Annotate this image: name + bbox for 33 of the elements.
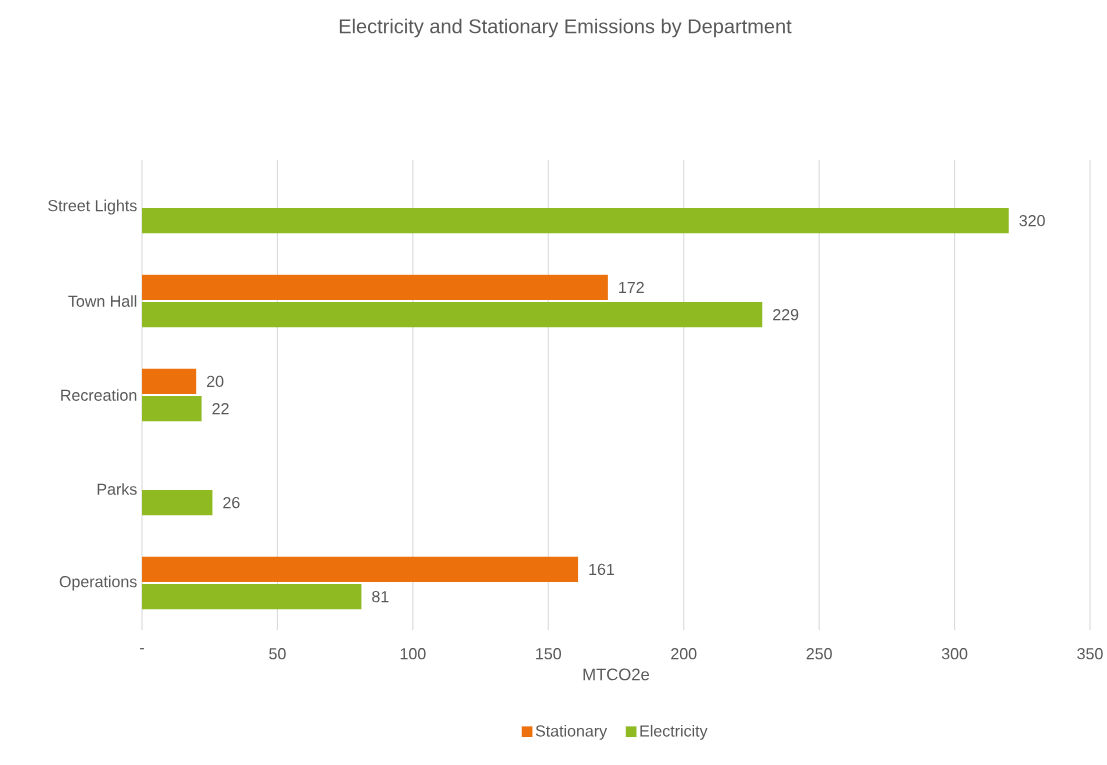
x-tick-label: 300 bbox=[941, 648, 968, 660]
bar bbox=[142, 583, 362, 610]
data-label: 320 bbox=[1019, 214, 1045, 227]
bar bbox=[142, 274, 608, 301]
legend-label: Electricity bbox=[640, 724, 708, 740]
legend-label: Stationary bbox=[535, 724, 608, 740]
data-label: 81 bbox=[372, 590, 389, 603]
x-tick-label: 350 bbox=[1077, 648, 1103, 660]
data-label: 20 bbox=[207, 375, 224, 388]
y-tick-label: Town Hall bbox=[68, 295, 137, 307]
bar bbox=[142, 395, 202, 422]
data-label: 26 bbox=[223, 496, 240, 509]
bar bbox=[142, 207, 1009, 234]
y-tick-label: Operations bbox=[59, 575, 137, 591]
y-tick-label: Parks bbox=[97, 483, 137, 495]
y-tick-label: Street Lights bbox=[48, 199, 137, 215]
x-tick-label: 200 bbox=[671, 648, 697, 660]
bar bbox=[142, 301, 763, 328]
y-tick-label: Recreation bbox=[61, 389, 137, 401]
x-tick-label: 100 bbox=[400, 648, 426, 660]
data-label: 229 bbox=[773, 308, 799, 321]
x-axis-title: MTCO2e bbox=[583, 668, 650, 681]
x-tick-label: 50 bbox=[269, 648, 286, 660]
data-label: 22 bbox=[212, 403, 229, 415]
data-label: 172 bbox=[619, 281, 644, 293]
data-label: 161 bbox=[589, 563, 615, 576]
bar bbox=[142, 489, 213, 516]
bar bbox=[142, 556, 579, 583]
x-tick-label: 250 bbox=[806, 648, 832, 660]
chart-title: Electricity and Stationary Emissions by Department bbox=[339, 18, 792, 38]
bar bbox=[142, 368, 197, 395]
x-tick-label: - bbox=[140, 648, 144, 650]
x-tick-label: 150 bbox=[536, 648, 562, 660]
